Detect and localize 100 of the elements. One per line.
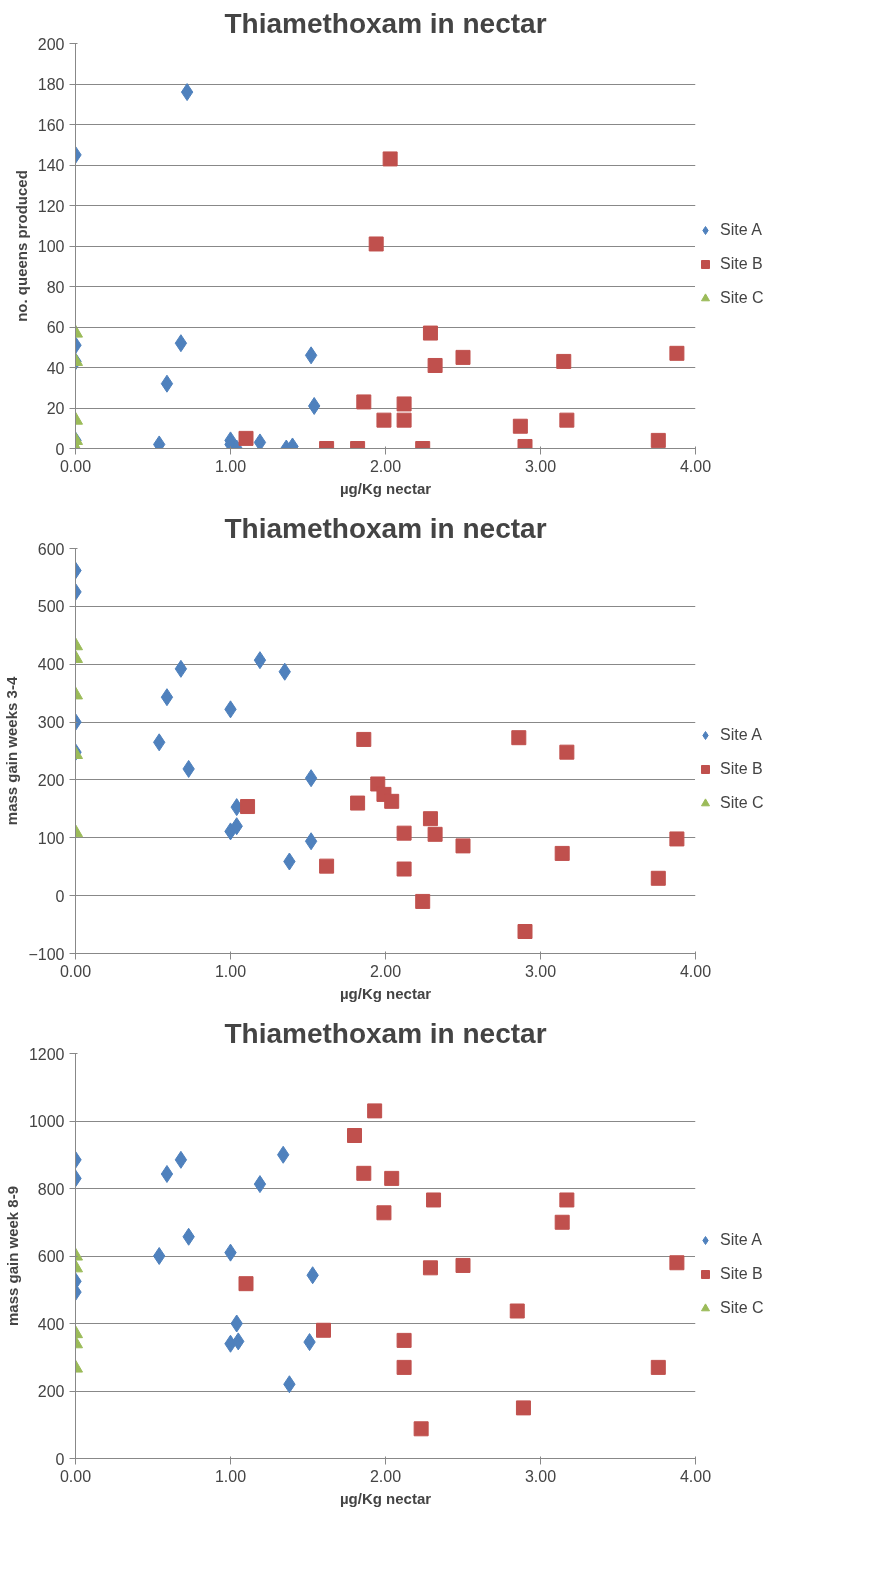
point — [396, 825, 412, 841]
point — [319, 858, 335, 874]
x-tick-label: 1.00 — [214, 962, 247, 980]
point — [160, 1164, 174, 1183]
y-tick-label: 600 — [37, 1248, 65, 1265]
chart-title: Thiamethoxam in nectar — [224, 1017, 547, 1049]
x-axis-title: µg/Kg nectar — [339, 984, 432, 1002]
y-tick-label: 120 — [37, 197, 65, 215]
y-tick-label: 400 — [37, 1315, 65, 1333]
point — [304, 832, 318, 851]
point — [376, 1205, 392, 1221]
point — [650, 870, 666, 886]
point — [413, 1421, 429, 1437]
x-tick-label: 2.00 — [369, 457, 402, 475]
point — [396, 1359, 412, 1375]
y-tick-label: 140 — [37, 157, 65, 174]
point — [415, 893, 431, 909]
y-tick-label: 500 — [37, 598, 65, 616]
y-tick-label: 60 — [46, 319, 65, 336]
point — [347, 1128, 362, 1144]
point — [180, 83, 194, 102]
legend-label: Site B — [720, 760, 763, 778]
point — [512, 418, 528, 434]
x-tick-label: 4.00 — [679, 457, 712, 475]
y-tick-label: 0 — [55, 440, 65, 458]
y-tick-label: 100 — [37, 829, 65, 847]
point — [422, 1260, 438, 1276]
point — [559, 744, 575, 760]
point — [160, 688, 174, 707]
point — [304, 769, 318, 788]
point — [316, 1322, 331, 1338]
point — [650, 1359, 666, 1375]
y-axis-title: mass gain week 8-9 — [3, 1185, 21, 1327]
point — [304, 346, 318, 365]
y-tick-label: 300 — [37, 714, 65, 732]
y-tick-label: 20 — [46, 400, 65, 417]
point — [515, 1400, 531, 1416]
x-tick-label: 0.00 — [59, 1467, 92, 1485]
x-tick-label: 4.00 — [679, 1467, 712, 1485]
point — [517, 924, 533, 940]
y-tick-label: 0 — [55, 1450, 65, 1468]
point — [559, 1192, 575, 1208]
y-tick-label: 200 — [37, 771, 65, 789]
y-tick-label: 800 — [37, 1180, 65, 1198]
point — [422, 325, 438, 341]
x-tick-label: 4.00 — [679, 962, 712, 980]
y-tick-label: 180 — [37, 76, 65, 93]
point — [427, 357, 443, 373]
point — [556, 353, 572, 369]
point — [669, 345, 685, 361]
x-tick-label: 0.00 — [59, 457, 92, 475]
chart-title: Thiamethoxam in nectar — [224, 7, 547, 39]
point — [422, 811, 438, 827]
y-tick-label: 160 — [37, 116, 65, 134]
x-tick-label: 0.00 — [59, 962, 92, 980]
point — [382, 151, 398, 167]
y-tick-label: 100 — [37, 238, 65, 255]
legend-label: Site A — [720, 726, 762, 744]
point — [253, 651, 267, 670]
point — [650, 432, 666, 448]
point — [174, 1150, 188, 1169]
point — [384, 1170, 400, 1186]
point — [669, 831, 685, 847]
point — [356, 731, 372, 747]
y-tick-label: 80 — [46, 278, 65, 296]
y-tick-label: 400 — [37, 656, 65, 674]
y-tick-label: 0 — [55, 887, 65, 905]
y-tick-label: 200 — [37, 35, 65, 53]
point — [253, 433, 267, 449]
point — [559, 412, 575, 428]
y-axis-title: no. queens produced — [12, 170, 30, 322]
legend-label: Site C — [720, 289, 764, 307]
y-tick-label: 600 — [37, 540, 65, 558]
point — [160, 374, 174, 393]
point — [253, 1175, 267, 1194]
chart-title: Thiamethoxam in nectar — [224, 512, 547, 544]
x-tick-label: 3.00 — [524, 1467, 557, 1485]
point — [669, 1255, 685, 1271]
point — [384, 793, 400, 809]
point — [396, 1332, 412, 1348]
point — [376, 412, 392, 428]
x-tick-label: 2.00 — [369, 1467, 402, 1485]
point — [509, 1303, 525, 1319]
point — [396, 861, 412, 877]
legend-label: Site A — [720, 1231, 762, 1249]
point — [554, 1214, 570, 1230]
point — [174, 334, 188, 353]
x-tick-label: 1.00 — [214, 457, 247, 475]
x-tick-label: 3.00 — [524, 457, 557, 475]
legend-label: Site B — [720, 1265, 763, 1283]
legend-label: Site C — [720, 794, 764, 812]
x-axis-title: µg/Kg nectar — [339, 1489, 432, 1507]
point — [350, 795, 366, 811]
legend-label: Site C — [720, 1299, 764, 1317]
point — [240, 799, 256, 815]
point — [153, 1247, 166, 1265]
y-tick-label: 1200 — [28, 1045, 65, 1063]
point — [455, 1257, 471, 1273]
point — [554, 845, 570, 861]
point — [238, 1276, 254, 1292]
